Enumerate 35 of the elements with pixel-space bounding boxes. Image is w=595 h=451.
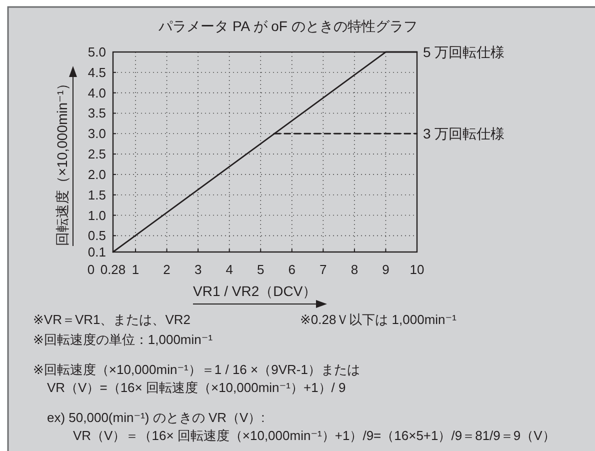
x-tick-label: 4 (226, 262, 233, 277)
x-tick-label: 1 (132, 262, 140, 277)
y-tick-label: 4.0 (88, 85, 106, 100)
text: ※回転速度の単位：1,000min⁻¹ (33, 332, 214, 347)
y-tick-label: 2.0 (88, 166, 106, 182)
y-tick-label: 3.5 (88, 106, 106, 121)
x-tick-label: 7 (320, 262, 327, 277)
y-tick-label: 0.5 (88, 228, 106, 244)
y-tick-label: 5.0 (88, 44, 106, 60)
text: ※VR＝VR1、または、VR2 (33, 312, 191, 327)
x-tick-label: 10 (410, 262, 424, 277)
x-tick-label: 2 (163, 262, 170, 277)
y-axis-title: 回転速度（×10,000min⁻¹） (54, 76, 70, 246)
y-tick-label: 0.1 (88, 244, 106, 260)
y-tick-label: 2.5 (88, 146, 106, 162)
y-tick-label: 1.0 (88, 208, 106, 223)
series-label: 5 万回転仕様 (423, 44, 505, 60)
text: ※0.28Ｖ以下は 1,000min⁻¹ (300, 312, 458, 327)
text: ※回転速度（×10,000min⁻¹）＝1 / 16 ×（9VR-1）または (33, 362, 360, 377)
text: ex) 50,000(min⁻¹) のときの VR（V）: (47, 410, 265, 425)
y-tick-label: 3.0 (88, 126, 106, 142)
x-tick-label: 8 (350, 262, 358, 277)
chart-title: パラメータ PA が oF のときの特性グラフ (158, 18, 418, 34)
x-axis-title: VR1 / VR2（DCV） (193, 283, 317, 299)
text: 0 (87, 262, 95, 277)
x-tick-label: 9 (382, 262, 390, 277)
series-label: 3 万回転仕様 (423, 126, 505, 142)
x-tick-label: 3 (194, 262, 202, 277)
x-tick-label: 6 (288, 262, 296, 277)
y-tick-label: 1.5 (88, 187, 106, 202)
text: VR（V）=（16× 回転速度（×10,000min⁻¹）+1）/ 9 (47, 380, 346, 395)
y-tick-label: 4.5 (88, 64, 106, 80)
x-tick-label: 0.28 (100, 262, 126, 277)
text: VR（V）＝（16× 回転速度（×10,000min⁻¹）+1）/9=（16×5+1）/9＝81/9＝9（V） (73, 428, 556, 443)
x-tick-label: 5 (257, 262, 264, 277)
